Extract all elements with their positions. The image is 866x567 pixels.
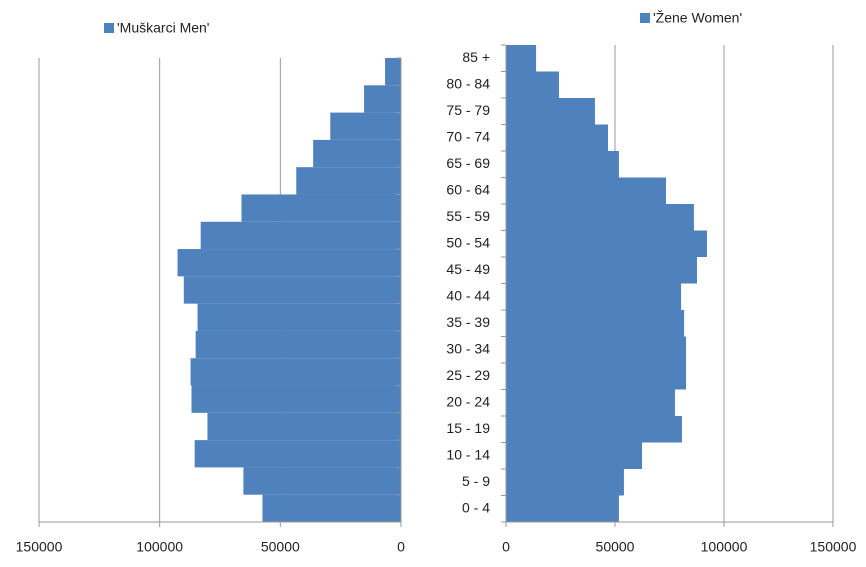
legend-label: 'Žene Women'	[653, 10, 742, 26]
bar	[506, 124, 609, 151]
x-tick-label: 100000	[136, 539, 183, 555]
y-tick-label: 30 - 34	[446, 340, 490, 356]
bar	[506, 257, 697, 284]
bar	[262, 494, 401, 522]
y-tick-label: 80 - 84	[446, 75, 490, 91]
legend-swatch	[104, 23, 114, 33]
y-tick-label: 35 - 39	[446, 314, 490, 330]
x-tick-label: 100000	[701, 539, 748, 555]
bar	[195, 330, 401, 359]
bar	[506, 98, 595, 125]
bar	[506, 495, 619, 522]
bar	[506, 204, 694, 231]
y-tick-label: 60 - 64	[446, 181, 490, 197]
bar	[191, 385, 401, 413]
bar	[183, 276, 401, 304]
y-tick-label: 40 - 44	[446, 287, 490, 303]
bar	[197, 303, 401, 331]
y-tick-label: 65 - 69	[446, 155, 490, 171]
y-tick-label: 45 - 49	[446, 261, 490, 277]
bar	[194, 440, 401, 468]
bar	[506, 151, 619, 178]
y-tick-label: 20 - 24	[446, 393, 490, 409]
y-tick-label: 0 - 4	[462, 499, 490, 515]
x-tick-label: 50000	[261, 539, 300, 555]
y-tick-label: 85 +	[462, 49, 490, 65]
x-tick-label: 150000	[810, 539, 857, 555]
bar	[506, 389, 675, 416]
bar	[296, 167, 401, 195]
bar	[313, 139, 401, 168]
bar	[241, 194, 401, 222]
bar	[364, 85, 401, 113]
bar	[506, 283, 682, 310]
bar	[190, 358, 401, 386]
legend-swatch	[640, 13, 650, 23]
y-tick-label: 15 - 19	[446, 420, 490, 436]
bar	[506, 230, 707, 257]
y-tick-label: 25 - 29	[446, 367, 490, 383]
bar	[506, 177, 667, 204]
bar	[207, 412, 401, 441]
y-tick-label: 75 - 79	[446, 102, 490, 118]
bar	[385, 58, 401, 86]
bar	[506, 416, 682, 443]
bar	[330, 112, 401, 140]
bar	[506, 336, 687, 363]
bar	[506, 363, 687, 390]
y-tick-label: 55 - 59	[446, 208, 490, 224]
bar	[177, 249, 401, 277]
x-tick-label: 150000	[16, 539, 63, 555]
bar	[243, 467, 401, 495]
bar	[506, 469, 624, 496]
y-tick-label: 50 - 54	[446, 234, 490, 250]
bar	[506, 45, 537, 72]
y-tick-label: 5 - 9	[462, 473, 490, 489]
bar	[506, 310, 685, 337]
bar	[506, 71, 559, 98]
bar	[506, 442, 643, 469]
y-tick-label: 10 - 14	[446, 446, 490, 462]
bar	[200, 221, 401, 250]
legend-label: 'Muškarci Men'	[117, 20, 209, 36]
x-tick-label: 50000	[596, 539, 635, 555]
x-tick-label: 0	[397, 539, 405, 555]
y-tick-label: 70 - 74	[446, 128, 490, 144]
x-tick-label: 0	[502, 539, 510, 555]
